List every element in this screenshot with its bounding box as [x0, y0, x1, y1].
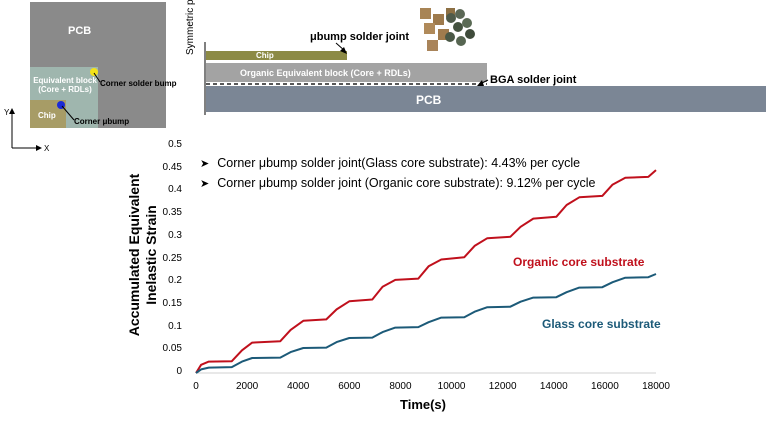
- corner-ubump-label: Corner μbump: [74, 117, 130, 126]
- note-organic-text: Corner μbump solder joint (Organic core …: [217, 176, 596, 190]
- note-glass-text: Corner μbump solder joint(Glass core sub…: [217, 156, 581, 170]
- board-pcb-label: PCB: [68, 25, 92, 37]
- bump-cluster-image: [420, 8, 475, 51]
- bga-solder-joint-label: BGA solder joint: [490, 74, 577, 86]
- cross-section-pcb: [206, 86, 766, 112]
- corner-solder-bump-marker: [90, 68, 98, 76]
- equivalent-block-label: Equivalent block (Core + RDLs): [33, 76, 97, 94]
- cross-section-chip: [206, 51, 347, 60]
- cross-section-organic-block: [206, 63, 487, 82]
- series-label-organic: Organic core substrate: [513, 255, 645, 269]
- ubump-solder-joint-label: μbump solder joint: [310, 31, 410, 43]
- y-tick-label: 0.45: [162, 161, 182, 173]
- x-tick-label: 8000: [389, 381, 412, 392]
- x-tick-label: 16000: [590, 381, 619, 392]
- y-tick-label: 0.05: [162, 343, 182, 355]
- axis-x-label: X: [44, 144, 50, 153]
- y-tick-label: 0.15: [162, 297, 182, 309]
- series-label-glass: Glass core substrate: [542, 317, 661, 331]
- note-organic-strain-rate: ➤ Corner μbump solder joint (Organic core…: [200, 176, 595, 190]
- y-tick-label: 0.1: [168, 320, 182, 332]
- y-tick-label: 0.2: [168, 275, 182, 287]
- axis-y-label: Y: [4, 108, 10, 117]
- arrow-bullet-icon: ➤: [200, 158, 210, 170]
- y-tick-label: 0.35: [162, 207, 182, 219]
- note-glass-strain-rate: ➤ Corner μbump solder joint(Glass core su…: [200, 156, 580, 170]
- x-tick-label: 18000: [642, 381, 670, 392]
- series-line-organic: [195, 169, 657, 374]
- chip-label: Chip: [38, 111, 56, 120]
- cross-section-organic-label: Organic Equivalent block (Core + RDLs): [240, 68, 411, 78]
- chart-plot-area: [195, 169, 657, 374]
- y-tick-label: 0.25: [162, 252, 182, 264]
- x-tick-label: 4000: [287, 381, 310, 392]
- arrow-bullet-icon: ➤: [200, 178, 210, 190]
- x-tick-label: 6000: [338, 381, 361, 392]
- cross-section-pcb-label: PCB: [416, 93, 442, 107]
- x-tick-label: 12000: [488, 381, 517, 392]
- x-tick-label: 14000: [539, 381, 568, 392]
- corner-solder-bump-label: Corner solder bump: [100, 79, 177, 88]
- y-tick-label: 0.3: [168, 229, 182, 241]
- x-tick-label: 2000: [235, 381, 259, 392]
- x-tick-label: 0: [193, 381, 199, 392]
- chart-x-axis-label: Time(s): [400, 397, 446, 412]
- cross-section-chip-label: Chip: [256, 51, 274, 60]
- y-tick-label: 0.4: [168, 184, 182, 196]
- y-tick-label: 0.5: [168, 139, 182, 150]
- y-tick-label: 0: [176, 366, 182, 377]
- corner-ubump-marker: [57, 101, 65, 109]
- x-tick-label: 10000: [437, 381, 466, 392]
- series-line-glass: [195, 273, 657, 374]
